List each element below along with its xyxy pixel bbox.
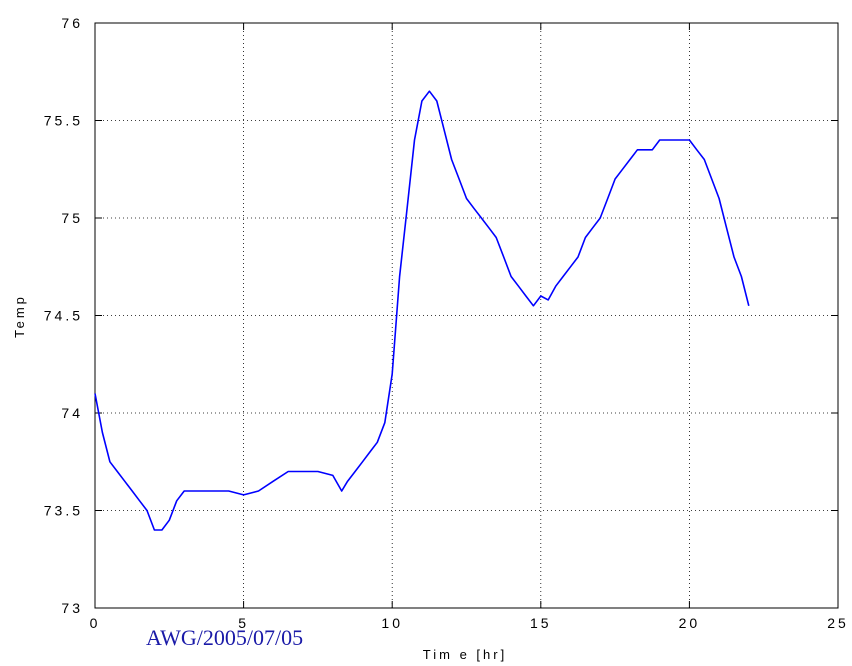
y-tick-label: 73 <box>61 600 83 616</box>
x-tick-label: 0 <box>90 615 101 631</box>
x-tick-labels: 0 5 10 15 20 25 <box>90 615 849 631</box>
x-axis-label: Tim e [hr] <box>423 647 507 662</box>
y-tick-labels: 73 73.5 74 74.5 75 75.5 76 <box>44 15 83 616</box>
series-layer <box>94 90 750 531</box>
y-tick-label: 75 <box>61 210 83 226</box>
axis-ticks <box>94 22 839 609</box>
y-tick-label: 73.5 <box>44 503 83 519</box>
x-tick-label: 5 <box>238 615 249 631</box>
y-tick-label: 75.5 <box>44 113 83 129</box>
x-tick-label: 25 <box>827 615 849 631</box>
y-tick-label: 76 <box>61 15 83 31</box>
temperature-series-line <box>94 90 750 531</box>
x-tick-label: 15 <box>530 615 552 631</box>
grid-lines <box>95 23 838 608</box>
author-date-annotation: AWG/2005/07/05 <box>146 625 303 650</box>
y-axis-label: Temp <box>12 294 27 338</box>
plot-area <box>94 22 839 609</box>
y-tick-label: 74 <box>61 405 83 421</box>
y-tick-label: 74.5 <box>44 308 83 324</box>
x-tick-label: 20 <box>679 615 701 631</box>
x-tick-label: 10 <box>381 615 403 631</box>
